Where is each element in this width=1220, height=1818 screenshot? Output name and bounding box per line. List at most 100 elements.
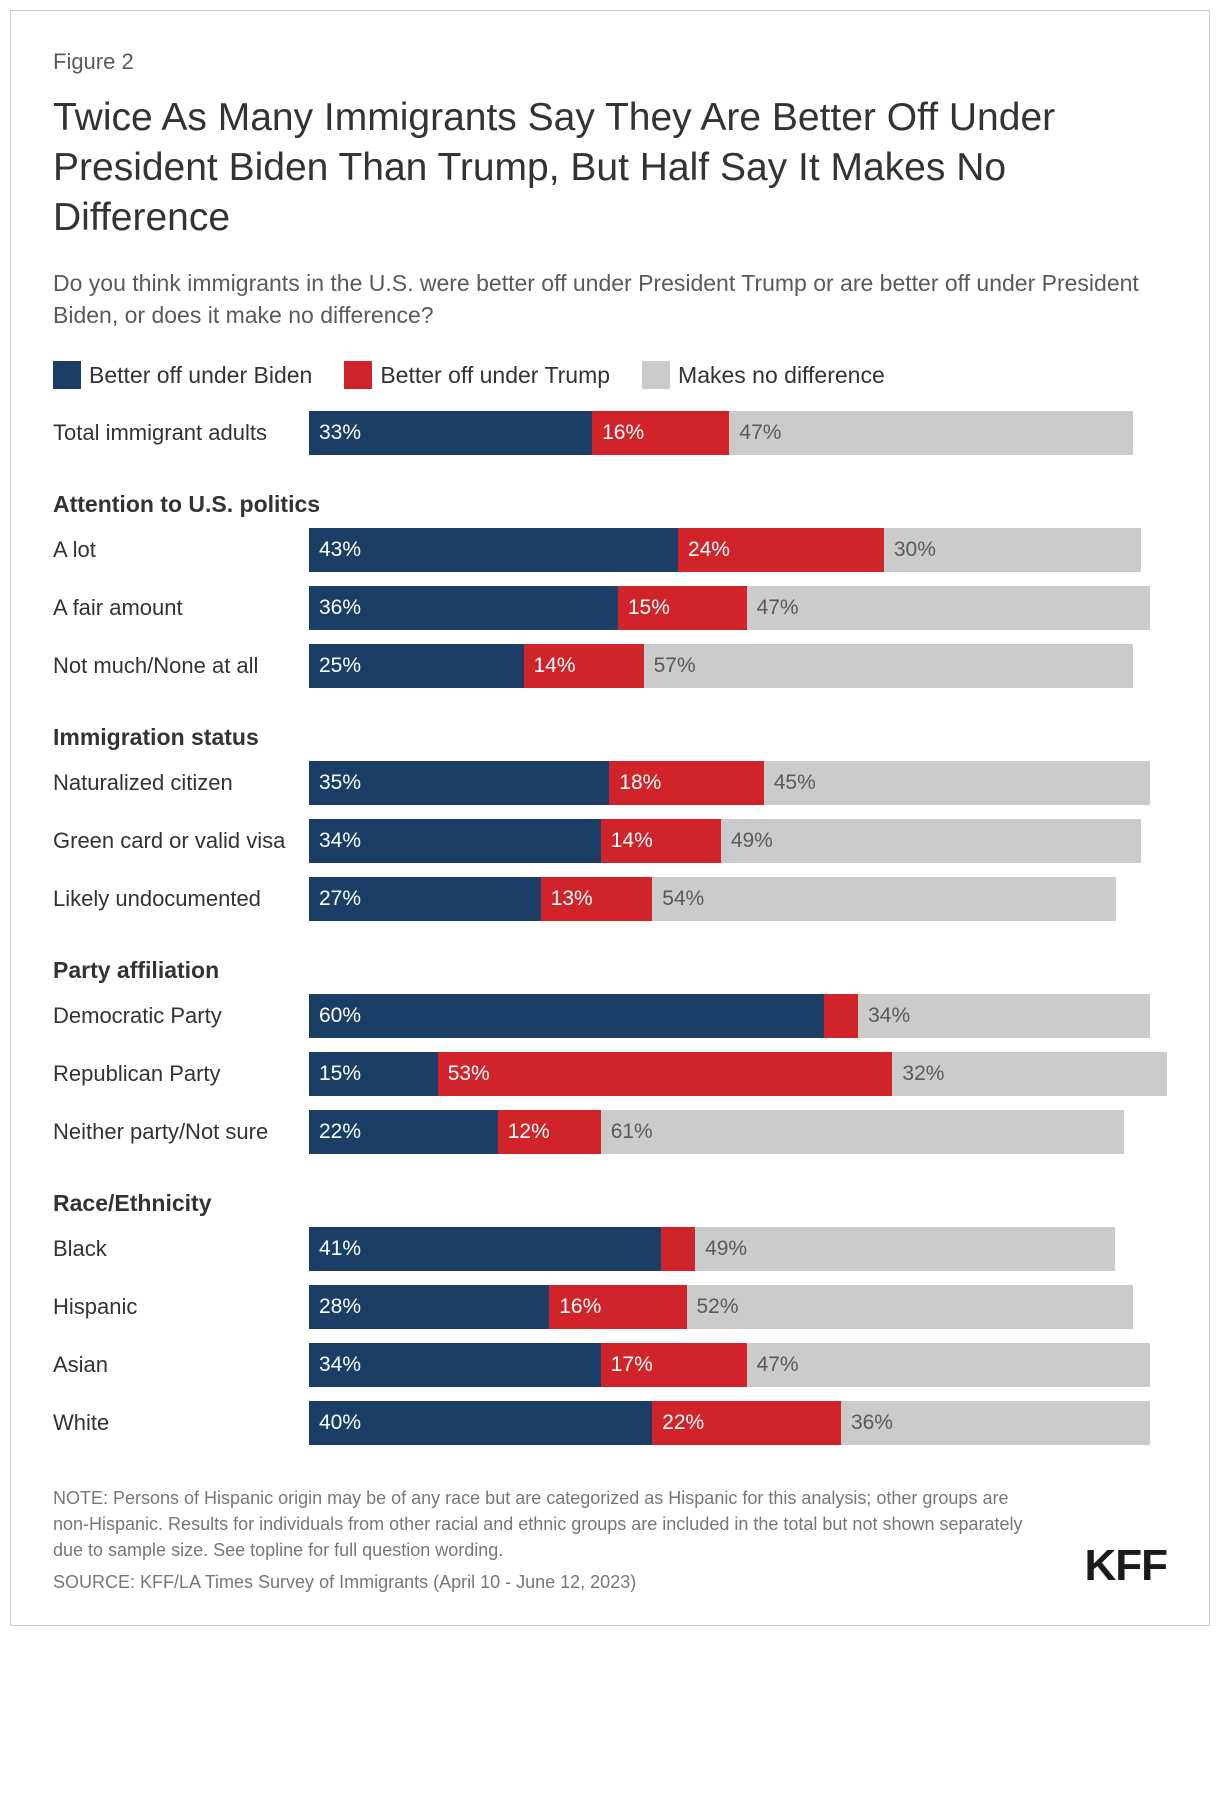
bar-segment-biden: 15% xyxy=(309,1052,438,1096)
figure-title: Twice As Many Immigrants Say They Are Be… xyxy=(53,93,1167,243)
bar-row: Total immigrant adults33%16%47% xyxy=(53,411,1167,455)
bar-segment-none: 52% xyxy=(687,1285,1133,1329)
bar-segment-trump: 18% xyxy=(609,761,763,805)
bar-row: Green card or valid visa34%14%49% xyxy=(53,819,1167,863)
group-heading: Attention to U.S. politics xyxy=(53,491,1167,518)
bar-track: 36%15%47% xyxy=(309,586,1167,630)
legend-item: Makes no difference xyxy=(642,361,885,389)
bar-row-label: Green card or valid visa xyxy=(53,828,309,854)
bar-track: 15%53%32% xyxy=(309,1052,1167,1096)
kff-logo: KFF xyxy=(1084,1541,1167,1595)
bar-segment-biden: 22% xyxy=(309,1110,498,1154)
bar-row-label: Democratic Party xyxy=(53,1003,309,1029)
bar-track: 25%14%57% xyxy=(309,644,1167,688)
legend-item: Better off under Trump xyxy=(344,361,610,389)
bar-segment-biden: 33% xyxy=(309,411,592,455)
bar-segment-none: 47% xyxy=(747,586,1150,630)
bar-row: Republican Party15%53%32% xyxy=(53,1052,1167,1096)
bar-row: Neither party/Not sure22%12%61% xyxy=(53,1110,1167,1154)
bar-row-label: Republican Party xyxy=(53,1061,309,1087)
bar-segment-biden: 43% xyxy=(309,528,678,572)
bar-segment-biden: 41% xyxy=(309,1227,661,1271)
bar-segment-trump: 14% xyxy=(601,819,721,863)
figure-subtitle: Do you think immigrants in the U.S. were… xyxy=(53,267,1167,331)
bar-row-label: Likely undocumented xyxy=(53,886,309,912)
group-heading: Race/Ethnicity xyxy=(53,1190,1167,1217)
legend-swatch xyxy=(344,361,372,389)
bar-segment-none: 30% xyxy=(884,528,1141,572)
bar-row: Naturalized citizen35%18%45% xyxy=(53,761,1167,805)
bar-segment-biden: 34% xyxy=(309,819,601,863)
bar-segment-biden: 60% xyxy=(309,994,824,1038)
bar-row: Hispanic28%16%52% xyxy=(53,1285,1167,1329)
bar-segment-trump: 22% xyxy=(652,1401,841,1445)
group-heading: Immigration status xyxy=(53,724,1167,751)
bar-segment-none: 49% xyxy=(695,1227,1115,1271)
bar-segment-none: 36% xyxy=(841,1401,1150,1445)
bar-segment-none: 47% xyxy=(729,411,1132,455)
bar-segment-trump: 17% xyxy=(601,1343,747,1387)
legend-item: Better off under Biden xyxy=(53,361,312,389)
bar-segment-trump: 16% xyxy=(549,1285,686,1329)
chart-legend: Better off under Biden Better off under T… xyxy=(53,361,1167,389)
bar-track: 22%12%61% xyxy=(309,1110,1167,1154)
bar-segment-none: 54% xyxy=(652,877,1115,921)
bar-row-label: Naturalized citizen xyxy=(53,770,309,796)
bar-segment-trump xyxy=(661,1227,695,1271)
bar-track: 41% 49% xyxy=(309,1227,1167,1271)
bar-row-label: A fair amount xyxy=(53,595,309,621)
bar-segment-trump: 12% xyxy=(498,1110,601,1154)
bar-segment-biden: 27% xyxy=(309,877,541,921)
bar-row-label: Hispanic xyxy=(53,1294,309,1320)
bar-track: 34%17%47% xyxy=(309,1343,1167,1387)
legend-swatch xyxy=(642,361,670,389)
bar-row-label: Total immigrant adults xyxy=(53,420,309,446)
bar-segment-trump: 14% xyxy=(524,644,644,688)
bar-row-label: White xyxy=(53,1410,309,1436)
bar-track: 27%13%54% xyxy=(309,877,1167,921)
bar-row-label: Neither party/Not sure xyxy=(53,1119,309,1145)
footer-note: NOTE: Persons of Hispanic origin may be … xyxy=(53,1485,1044,1563)
bar-row: A fair amount36%15%47% xyxy=(53,586,1167,630)
figure-number: Figure 2 xyxy=(53,49,1167,75)
bar-segment-none: 45% xyxy=(764,761,1150,805)
bar-track: 43%24%30% xyxy=(309,528,1167,572)
legend-label: Better off under Biden xyxy=(89,362,312,389)
bar-track: 28%16%52% xyxy=(309,1285,1167,1329)
figure-container: Figure 2 Twice As Many Immigrants Say Th… xyxy=(10,10,1210,1626)
bar-track: 33%16%47% xyxy=(309,411,1167,455)
legend-label: Makes no difference xyxy=(678,362,885,389)
bar-row: Likely undocumented27%13%54% xyxy=(53,877,1167,921)
bar-row: White40%22%36% xyxy=(53,1401,1167,1445)
bar-segment-trump: 13% xyxy=(541,877,653,921)
bar-track: 35%18%45% xyxy=(309,761,1167,805)
figure-footer: NOTE: Persons of Hispanic origin may be … xyxy=(53,1485,1167,1595)
bar-segment-trump: 24% xyxy=(678,528,884,572)
bar-row: Not much/None at all25%14%57% xyxy=(53,644,1167,688)
bar-row-label: Black xyxy=(53,1236,309,1262)
bar-segment-biden: 25% xyxy=(309,644,524,688)
bar-row-label: A lot xyxy=(53,537,309,563)
bar-segment-none: 32% xyxy=(892,1052,1167,1096)
chart-body: Total immigrant adults33%16%47%Attention… xyxy=(53,411,1167,1445)
legend-label: Better off under Trump xyxy=(380,362,610,389)
bar-row: A lot43%24%30% xyxy=(53,528,1167,572)
group-heading: Party affiliation xyxy=(53,957,1167,984)
bar-segment-none: 57% xyxy=(644,644,1133,688)
bar-row: Black41% 49% xyxy=(53,1227,1167,1271)
bar-row-label: Asian xyxy=(53,1352,309,1378)
bar-segment-trump: 15% xyxy=(618,586,747,630)
bar-segment-none: 34% xyxy=(858,994,1150,1038)
bar-segment-trump xyxy=(824,994,858,1038)
bar-segment-none: 49% xyxy=(721,819,1141,863)
bar-track: 34%14%49% xyxy=(309,819,1167,863)
bar-segment-biden: 28% xyxy=(309,1285,549,1329)
legend-swatch xyxy=(53,361,81,389)
footer-text: NOTE: Persons of Hispanic origin may be … xyxy=(53,1485,1044,1595)
bar-row: Democratic Party60% 34% xyxy=(53,994,1167,1038)
bar-segment-none: 47% xyxy=(747,1343,1150,1387)
bar-segment-biden: 35% xyxy=(309,761,609,805)
bar-row: Asian34%17%47% xyxy=(53,1343,1167,1387)
bar-track: 60% 34% xyxy=(309,994,1167,1038)
bar-row-label: Not much/None at all xyxy=(53,653,309,679)
